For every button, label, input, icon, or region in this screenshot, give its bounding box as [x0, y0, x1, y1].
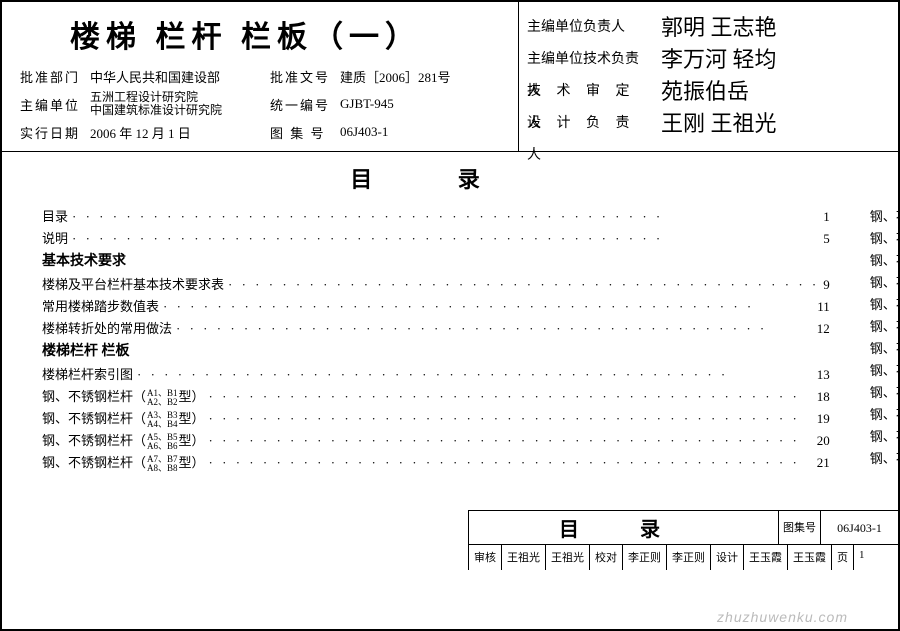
signature-labels: 主编单位负责人主编单位技术负责人技 术 审 定 人设 计 负 责 人 [527, 12, 647, 141]
toc-entry: 说明· · · · · · · · · · · · · · · · · · · … [42, 228, 830, 250]
toc-column-left: 目录· · · · · · · · · · · · · · · · · · · … [42, 206, 830, 474]
signature-label: 主编单位技术负责人 [527, 44, 647, 76]
footer-cell: 王祖光 [546, 545, 590, 570]
toc-entry: 钢、不锈钢栏杆（A13、B13A14、B14型）· · · · · · · · … [870, 250, 900, 272]
toc-title: 目 录 [2, 162, 868, 194]
footer-cell: 李正则 [667, 545, 711, 570]
footer-cell: 页 [832, 545, 854, 570]
footer-cell: 校对 [590, 545, 623, 570]
toc-entry: 钢、不锈钢栏杆（A1、B1A2、B2型）· · · · · · · · · · … [42, 386, 830, 408]
header-block: 楼梯 栏杆 栏板（一） 批准部门中华人民共和国建设部批准文号建质［2006］28… [2, 2, 898, 152]
signature-label: 主编单位负责人 [527, 12, 647, 44]
footer-cell: 设计 [711, 545, 744, 570]
toc-entry: 钢、不锈钢栏杆（A21、B21型）· · · · · · · · · · · ·… [870, 382, 900, 404]
footer-cell: 李正则 [623, 545, 667, 570]
footer-cell: 王玉霞 [744, 545, 788, 570]
toc-entry: 钢、不锈钢栏杆（A19、B19型）· · · · · · · · · · · ·… [870, 338, 900, 360]
toc-entry: 钢、不锈钢栏杆（A18、B18型）· · · · · · · · · · · ·… [870, 316, 900, 338]
signature-block: 主编单位负责人主编单位技术负责人技 术 审 定 人设 计 负 责 人 郭明 王志… [518, 2, 898, 151]
toc-entry: 钢、不锈钢栏杆（A15、B15A16、B16型）· · · · · · · · … [870, 272, 900, 294]
toc-heading: 楼梯栏杆 栏板 [42, 340, 830, 364]
toc-entry: 钢、不锈钢栏杆（A20、B20型）· · · · · · · · · · · ·… [870, 360, 900, 382]
toc-entry: 钢、不锈钢栏杆（A11、B11A12、B12型）· · · · · · · · … [870, 228, 900, 250]
watermark: zhuzhuwenku.com [717, 609, 848, 625]
footer-cell: 1 [854, 545, 870, 570]
footer-cell: 审核 [469, 545, 502, 570]
signature-handwriting: 郭明 王志艳 [661, 12, 890, 44]
header-meta-row: 实行日期2006 年 12 月 1 日图 集 号06J403-1 [20, 120, 500, 144]
footer-block: 目 录 图集号 06J403-1 审核王祖光王祖光校对李正则李正则设计王玉霞王玉… [468, 510, 898, 570]
signature-handwriting: 李万河 轻均 [661, 44, 890, 76]
toc-entry: 目录· · · · · · · · · · · · · · · · · · · … [42, 206, 830, 228]
signature-label: 技 术 审 定 人 [527, 76, 647, 108]
signature-label: 设 计 负 责 人 [527, 108, 647, 140]
toc-column-right: 钢、不锈钢栏杆（A9、 B9A10、B10型）· · · · · · · · ·… [870, 206, 900, 474]
toc-entry: 钢、不锈钢栏杆（A7、B7A8、B8型）· · · · · · · · · · … [42, 452, 830, 474]
toc-entry: 楼梯转折处的常用做法· · · · · · · · · · · · · · · … [42, 318, 830, 340]
toc-entry: 钢、不锈钢栏杆（A3、B3A4、B4型）· · · · · · · · · · … [42, 408, 830, 430]
footer-cells: 审核王祖光王祖光校对李正则李正则设计王玉霞王玉霞页1 [469, 545, 898, 570]
toc-entry: 钢、不锈钢栏杆（A17、B17型）· · · · · · · · · · · ·… [870, 294, 900, 316]
signature-handwriting: 王刚 王祖光 [661, 108, 890, 140]
header-left: 楼梯 栏杆 栏板（一） 批准部门中华人民共和国建设部批准文号建质［2006］28… [2, 2, 518, 151]
header-meta-row: 批准部门中华人民共和国建设部批准文号建质［2006］281号 [20, 64, 500, 88]
footer-cell: 王祖光 [502, 545, 546, 570]
footer-title: 目 录 [469, 513, 778, 542]
toc-entry: 钢、不锈钢栏杆（A23、B23型）· · · · · · · · · · · ·… [870, 426, 900, 448]
document-title: 楼梯 栏杆 栏板（一） [70, 12, 500, 56]
set-value: 06J403-1 [820, 511, 898, 544]
set-label: 图集号 [778, 511, 820, 544]
toc-entry: 楼梯及平台栏杆基本技术要求表· · · · · · · · · · · · · … [42, 274, 830, 296]
toc-entry: 钢、不锈钢栏杆（A22、B22型）· · · · · · · · · · · ·… [870, 404, 900, 426]
toc-entry: 楼梯栏杆索引图· · · · · · · · · · · · · · · · ·… [42, 364, 830, 386]
toc-block: 目 录 目录· · · · · · · · · · · · · · · · · … [2, 152, 898, 570]
toc-entry: 钢、不锈钢栏杆（A24、B24型）· · · · · · · · · · · ·… [870, 448, 900, 470]
header-meta-row: 主编单位五洲工程设计研究院中国建筑标准设计研究院统一编号GJBT-945 [20, 92, 500, 116]
signature-values: 郭明 王志艳李万河 轻均苑振伯岳王刚 王祖光 [661, 12, 890, 141]
footer-cell: 王玉霞 [788, 545, 832, 570]
toc-entry: 钢、不锈钢栏杆（A5、B5A6、B6型）· · · · · · · · · · … [42, 430, 830, 452]
page-frame: 楼梯 栏杆 栏板（一） 批准部门中华人民共和国建设部批准文号建质［2006］28… [0, 0, 900, 631]
toc-entry: 常用楼梯踏步数值表· · · · · · · · · · · · · · · ·… [42, 296, 830, 318]
toc-entry: 钢、不锈钢栏杆（A9、 B9A10、B10型）· · · · · · · · ·… [870, 206, 900, 228]
signature-handwriting: 苑振伯岳 [661, 76, 890, 108]
toc-heading: 基本技术要求 [42, 250, 830, 274]
